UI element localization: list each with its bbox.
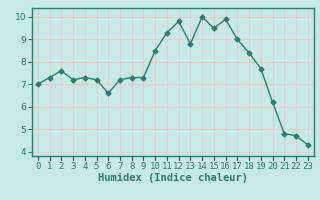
X-axis label: Humidex (Indice chaleur): Humidex (Indice chaleur)	[98, 173, 248, 183]
